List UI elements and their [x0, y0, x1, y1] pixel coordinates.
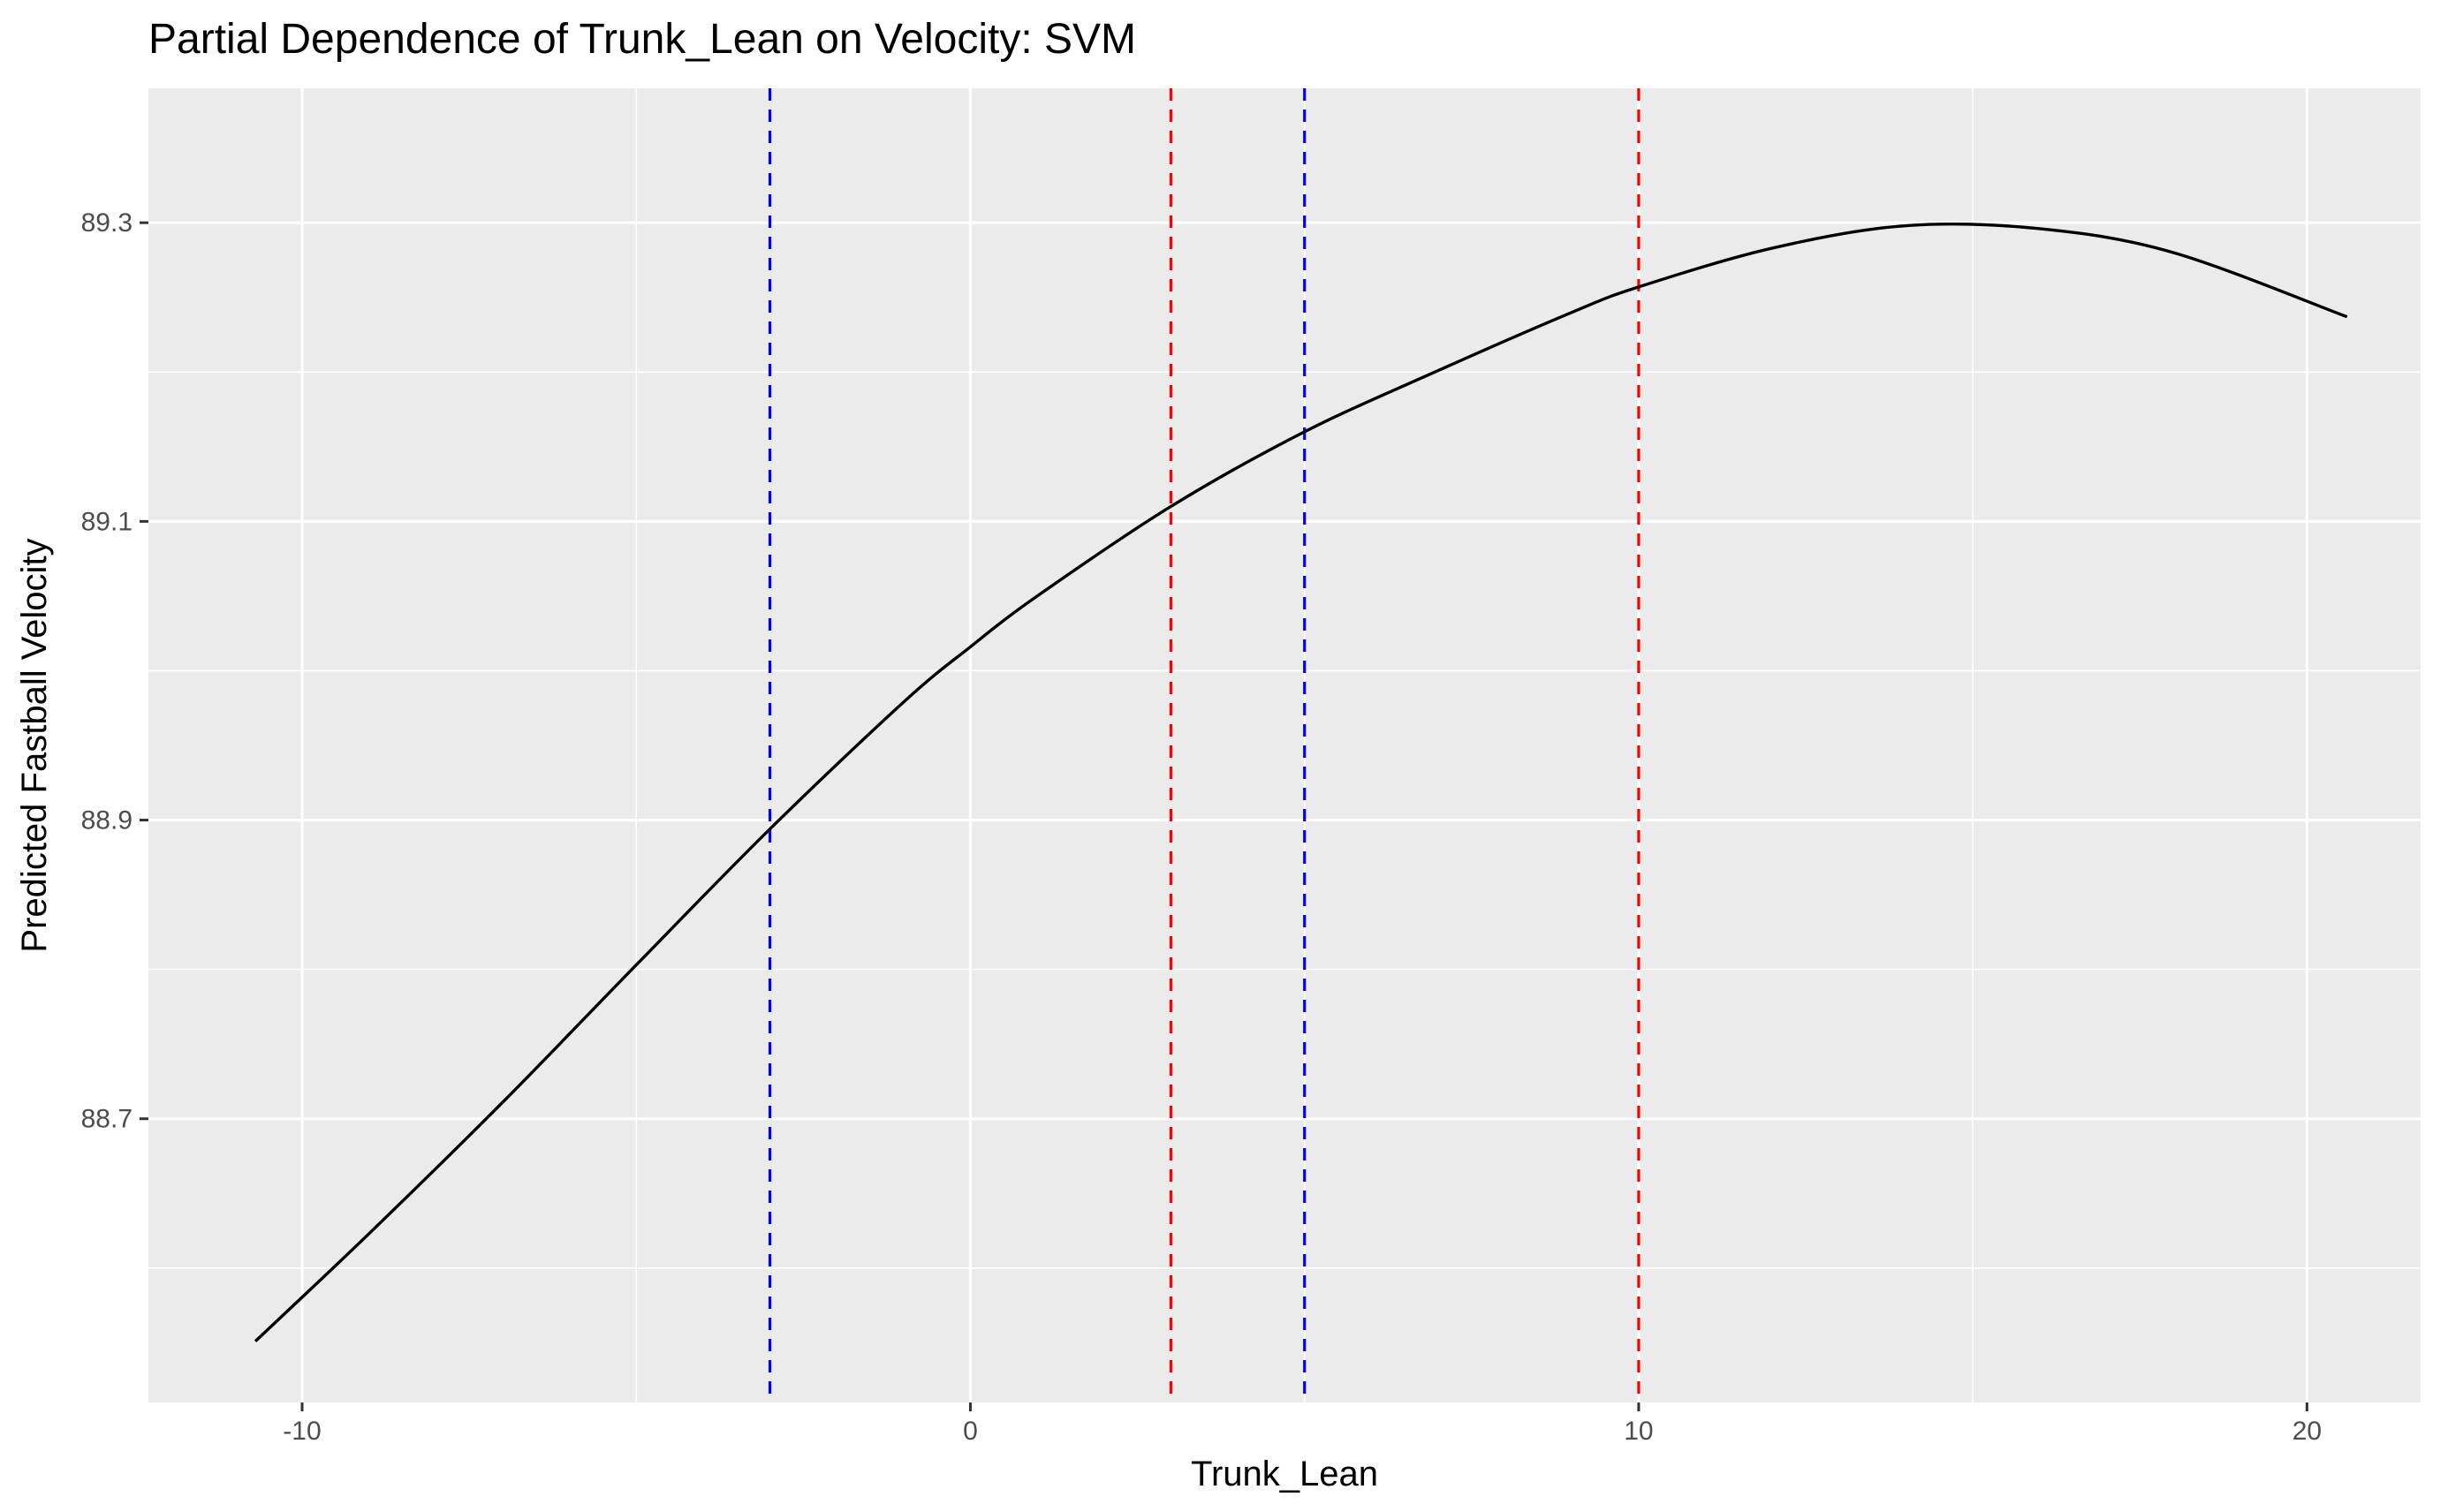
series-line — [254, 222, 2348, 1342]
plot-panel — [148, 88, 2421, 1402]
y-tick-label: 88.9 — [81, 806, 133, 835]
y-tick-label: 89.1 — [81, 507, 133, 536]
chart-title: Partial Dependence of Trunk_Lean on Velo… — [148, 16, 1136, 63]
x-tick-label: 20 — [2292, 1417, 2322, 1446]
x-axis-title: Trunk_Lean — [1191, 1455, 1378, 1493]
x-tick-label: 0 — [963, 1417, 978, 1446]
y-axis: 88.7 88.9 89.1 89.3 — [81, 208, 148, 1134]
y-axis-title: Predicted Fastball Velocity — [15, 538, 54, 952]
y-tick-label: 88.7 — [81, 1105, 133, 1134]
reference-lines — [768, 88, 1641, 1402]
x-tick-label: -10 — [283, 1417, 321, 1446]
grid-major — [148, 88, 2421, 1402]
series-lines — [254, 222, 2348, 1342]
x-tick-label: 10 — [1624, 1417, 1653, 1446]
x-axis: -10 0 10 20 — [283, 1402, 2322, 1446]
y-tick-label: 89.3 — [81, 208, 133, 238]
